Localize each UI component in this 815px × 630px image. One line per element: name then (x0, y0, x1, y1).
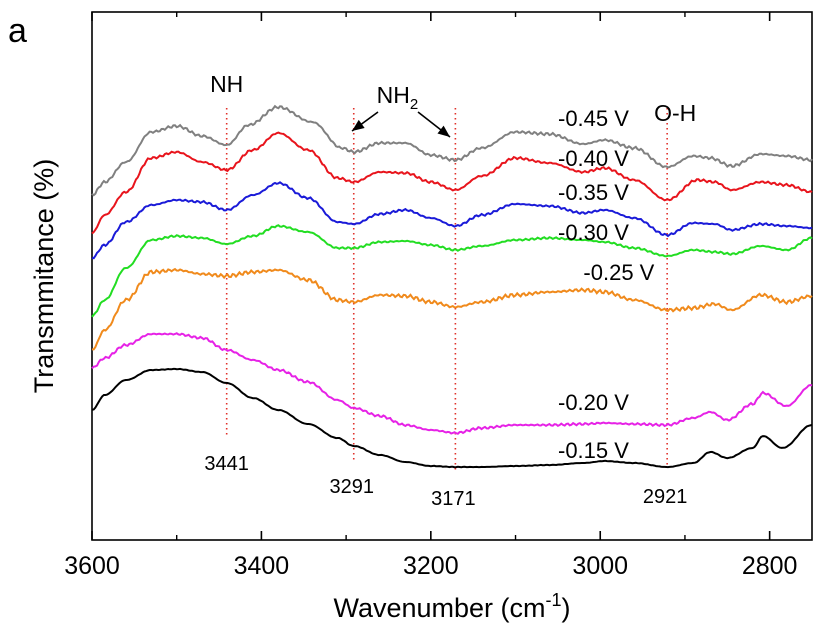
nh2-arrow-right-head (437, 125, 450, 137)
x-tick-label-3400: 3400 (234, 552, 290, 580)
series-line-4 (91, 224, 813, 318)
series-label-1: -0.45 V (558, 106, 629, 131)
series-label-2: -0.40 V (558, 146, 629, 171)
x-tick-label-2800: 2800 (742, 552, 798, 580)
peak-value-label-2921: 2921 (643, 486, 688, 508)
series-label-7: -0.15 V (558, 438, 629, 463)
peak-value-label-3441: 3441 (204, 453, 249, 475)
series-label-4: -0.30 V (558, 220, 629, 245)
peak-value-label-3171: 3171 (431, 488, 476, 510)
series-label-3: -0.35 V (558, 180, 629, 205)
series-line-6 (91, 332, 813, 435)
series-line-5 (92, 267, 813, 351)
plot-frame (91, 11, 813, 541)
x-tick-label-3600: 3600 (64, 552, 120, 580)
series-line-7 (91, 367, 813, 469)
series-line-1 (91, 104, 813, 197)
nh-group-label: NH (210, 71, 243, 97)
nh2-arrow-left-head (352, 119, 365, 131)
y-axis-label: Transmmitance (%) (29, 159, 59, 394)
x-tick-label-3000: 3000 (572, 552, 628, 580)
series-label-6: -0.20 V (558, 390, 629, 415)
nh2-group-label: NH2 (377, 82, 419, 113)
peak-value-label-3291: 3291 (329, 476, 374, 498)
x-tick-label-3200: 3200 (403, 552, 459, 580)
series-label-5: -0.25 V (583, 260, 654, 285)
series-line-3 (91, 181, 813, 260)
panel-letter: a (8, 12, 27, 50)
oh-group-label: O-H (654, 100, 696, 126)
x-axis-label: Wavenumber (cm-1) (333, 590, 570, 623)
series-line-2 (91, 131, 813, 235)
